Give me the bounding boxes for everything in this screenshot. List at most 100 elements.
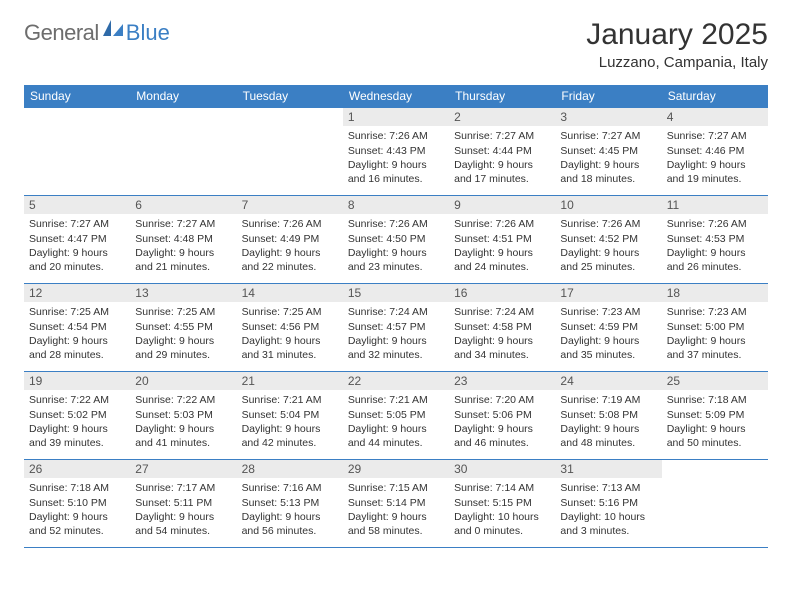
sunrise-text: Sunrise: 7:27 AM [454, 129, 550, 143]
day-cell: 11Sunrise: 7:26 AMSunset: 4:53 PMDayligh… [662, 196, 768, 284]
sunrise-text: Sunrise: 7:26 AM [242, 217, 338, 231]
dayname-sunday: Sunday [24, 85, 130, 108]
day-details: Sunrise: 7:15 AMSunset: 5:14 PMDaylight:… [343, 478, 449, 540]
date-number: 27 [130, 460, 236, 478]
date-number: 30 [449, 460, 555, 478]
daylight-line1: Daylight: 9 hours [242, 422, 338, 436]
daylight-line2: and 21 minutes. [135, 260, 231, 274]
date-number: 17 [555, 284, 661, 302]
day-cell: 26Sunrise: 7:18 AMSunset: 5:10 PMDayligh… [24, 460, 130, 548]
day-details: Sunrise: 7:24 AMSunset: 4:58 PMDaylight:… [449, 302, 555, 364]
sunset-text: Sunset: 4:47 PM [29, 232, 125, 246]
day-details: Sunrise: 7:16 AMSunset: 5:13 PMDaylight:… [237, 478, 343, 540]
sunrise-text: Sunrise: 7:14 AM [454, 481, 550, 495]
day-details: Sunrise: 7:20 AMSunset: 5:06 PMDaylight:… [449, 390, 555, 452]
month-title: January 2025 [586, 18, 768, 52]
daylight-line1: Daylight: 9 hours [135, 422, 231, 436]
day-details: Sunrise: 7:25 AMSunset: 4:56 PMDaylight:… [237, 302, 343, 364]
daylight-line2: and 46 minutes. [454, 436, 550, 450]
daylight-line1: Daylight: 9 hours [348, 422, 444, 436]
date-number: 8 [343, 196, 449, 214]
daylight-line1: Daylight: 10 hours [454, 510, 550, 524]
sunset-text: Sunset: 5:03 PM [135, 408, 231, 422]
sunset-text: Sunset: 5:05 PM [348, 408, 444, 422]
sunset-text: Sunset: 5:16 PM [560, 496, 656, 510]
sunrise-text: Sunrise: 7:24 AM [454, 305, 550, 319]
day-cell: 19Sunrise: 7:22 AMSunset: 5:02 PMDayligh… [24, 372, 130, 460]
week-row: 12Sunrise: 7:25 AMSunset: 4:54 PMDayligh… [24, 284, 768, 372]
sunrise-text: Sunrise: 7:15 AM [348, 481, 444, 495]
sunrise-text: Sunrise: 7:25 AM [135, 305, 231, 319]
header: General Blue January 2025 Luzzano, Campa… [24, 18, 768, 71]
daylight-line2: and 52 minutes. [29, 524, 125, 538]
sunset-text: Sunset: 4:44 PM [454, 144, 550, 158]
date-number: 2 [449, 108, 555, 126]
daylight-line1: Daylight: 9 hours [454, 246, 550, 260]
sunrise-text: Sunrise: 7:19 AM [560, 393, 656, 407]
day-cell: 8Sunrise: 7:26 AMSunset: 4:50 PMDaylight… [343, 196, 449, 284]
daylight-line1: Daylight: 9 hours [29, 334, 125, 348]
day-cell: 23Sunrise: 7:20 AMSunset: 5:06 PMDayligh… [449, 372, 555, 460]
sunset-text: Sunset: 5:13 PM [242, 496, 338, 510]
sunrise-text: Sunrise: 7:27 AM [667, 129, 763, 143]
date-number: 22 [343, 372, 449, 390]
daylight-line2: and 42 minutes. [242, 436, 338, 450]
sunset-text: Sunset: 4:53 PM [667, 232, 763, 246]
daylight-line1: Daylight: 9 hours [135, 246, 231, 260]
calendar-table: SundayMondayTuesdayWednesdayThursdayFrid… [24, 85, 768, 548]
daylight-line1: Daylight: 9 hours [667, 158, 763, 172]
sunset-text: Sunset: 5:00 PM [667, 320, 763, 334]
sunrise-text: Sunrise: 7:17 AM [135, 481, 231, 495]
sunset-text: Sunset: 5:14 PM [348, 496, 444, 510]
day-details: Sunrise: 7:26 AMSunset: 4:50 PMDaylight:… [343, 214, 449, 276]
daylight-line1: Daylight: 9 hours [667, 422, 763, 436]
date-number: 20 [130, 372, 236, 390]
daylight-line2: and 19 minutes. [667, 172, 763, 186]
day-cell: 13Sunrise: 7:25 AMSunset: 4:55 PMDayligh… [130, 284, 236, 372]
daylight-line1: Daylight: 9 hours [348, 158, 444, 172]
sunset-text: Sunset: 4:43 PM [348, 144, 444, 158]
day-cell: 24Sunrise: 7:19 AMSunset: 5:08 PMDayligh… [555, 372, 661, 460]
daylight-line2: and 32 minutes. [348, 348, 444, 362]
daylight-line2: and 24 minutes. [454, 260, 550, 274]
date-number: 19 [24, 372, 130, 390]
sunset-text: Sunset: 4:58 PM [454, 320, 550, 334]
day-details: Sunrise: 7:18 AMSunset: 5:09 PMDaylight:… [662, 390, 768, 452]
day-cell: 17Sunrise: 7:23 AMSunset: 4:59 PMDayligh… [555, 284, 661, 372]
day-cell: 27Sunrise: 7:17 AMSunset: 5:11 PMDayligh… [130, 460, 236, 548]
daylight-line2: and 22 minutes. [242, 260, 338, 274]
sunset-text: Sunset: 4:48 PM [135, 232, 231, 246]
day-cell: 15Sunrise: 7:24 AMSunset: 4:57 PMDayligh… [343, 284, 449, 372]
date-number: 12 [24, 284, 130, 302]
day-cell: 30Sunrise: 7:14 AMSunset: 5:15 PMDayligh… [449, 460, 555, 548]
empty-cell [130, 108, 236, 196]
date-number: 31 [555, 460, 661, 478]
daylight-line2: and 3 minutes. [560, 524, 656, 538]
sunrise-text: Sunrise: 7:26 AM [348, 217, 444, 231]
day-details: Sunrise: 7:24 AMSunset: 4:57 PMDaylight:… [343, 302, 449, 364]
day-cell: 22Sunrise: 7:21 AMSunset: 5:05 PMDayligh… [343, 372, 449, 460]
date-number: 14 [237, 284, 343, 302]
sunset-text: Sunset: 5:09 PM [667, 408, 763, 422]
sunset-text: Sunset: 4:51 PM [454, 232, 550, 246]
daylight-line2: and 20 minutes. [29, 260, 125, 274]
daylight-line1: Daylight: 9 hours [667, 246, 763, 260]
daylight-line2: and 28 minutes. [29, 348, 125, 362]
empty-cell [237, 108, 343, 196]
week-row: 5Sunrise: 7:27 AMSunset: 4:47 PMDaylight… [24, 196, 768, 284]
day-cell: 18Sunrise: 7:23 AMSunset: 5:00 PMDayligh… [662, 284, 768, 372]
sunset-text: Sunset: 5:08 PM [560, 408, 656, 422]
week-row: 1Sunrise: 7:26 AMSunset: 4:43 PMDaylight… [24, 108, 768, 196]
sunrise-text: Sunrise: 7:16 AM [242, 481, 338, 495]
date-number: 7 [237, 196, 343, 214]
daylight-line2: and 58 minutes. [348, 524, 444, 538]
sunrise-text: Sunrise: 7:26 AM [454, 217, 550, 231]
day-cell: 10Sunrise: 7:26 AMSunset: 4:52 PMDayligh… [555, 196, 661, 284]
day-details: Sunrise: 7:23 AMSunset: 5:00 PMDaylight:… [662, 302, 768, 364]
date-number: 10 [555, 196, 661, 214]
date-number: 24 [555, 372, 661, 390]
day-cell: 16Sunrise: 7:24 AMSunset: 4:58 PMDayligh… [449, 284, 555, 372]
daylight-line2: and 56 minutes. [242, 524, 338, 538]
day-details: Sunrise: 7:22 AMSunset: 5:02 PMDaylight:… [24, 390, 130, 452]
day-cell: 9Sunrise: 7:26 AMSunset: 4:51 PMDaylight… [449, 196, 555, 284]
